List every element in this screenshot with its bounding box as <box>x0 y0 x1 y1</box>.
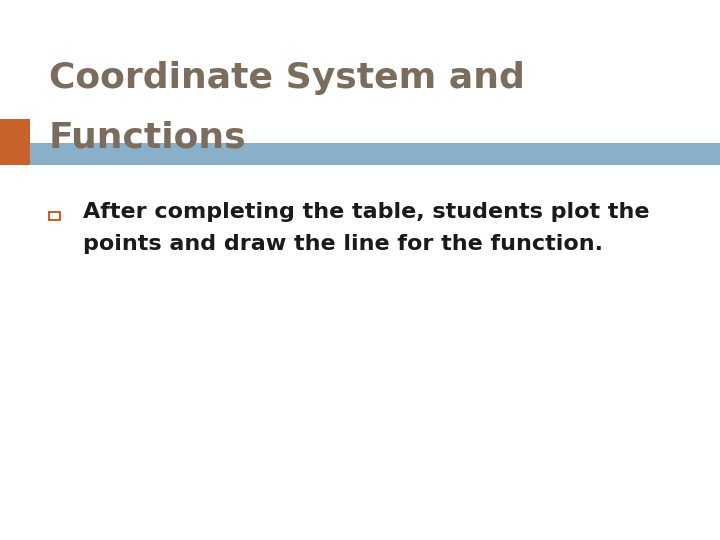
Text: Coordinate System and: Coordinate System and <box>49 62 525 95</box>
Text: points and draw the line for the function.: points and draw the line for the functio… <box>83 234 603 254</box>
Bar <box>0 143 720 165</box>
Bar <box>49 212 60 220</box>
Text: After completing the table, students plot the: After completing the table, students plo… <box>83 201 649 222</box>
Text: Functions: Functions <box>49 121 246 154</box>
Bar <box>0 119 30 165</box>
